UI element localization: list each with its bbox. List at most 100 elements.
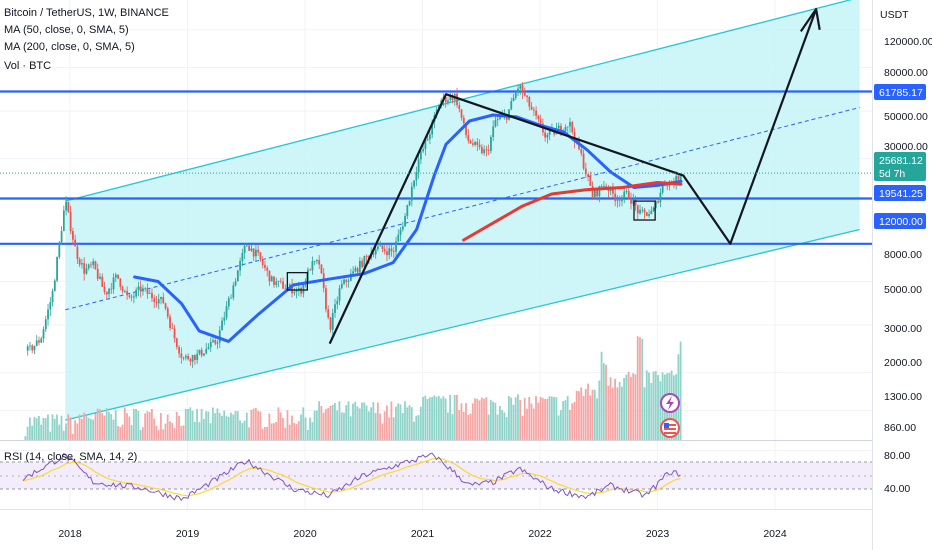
candle-body	[297, 287, 300, 291]
candle-body	[35, 340, 38, 346]
volume-bar	[273, 423, 275, 440]
ma200-legend[interactable]: MA (200, close, 0, SMA, 5)	[4, 41, 135, 53]
volume-bar	[279, 412, 282, 440]
volume-bar	[320, 405, 323, 440]
candle-body	[480, 146, 483, 154]
volume-bar	[336, 410, 339, 440]
volume-bar	[503, 412, 506, 440]
time-tick: 2020	[293, 528, 317, 540]
volume-bar	[446, 412, 449, 440]
volume-bar	[539, 396, 542, 440]
candle-body	[634, 199, 637, 206]
volume-bar	[135, 408, 137, 440]
candle-body	[112, 277, 115, 290]
candle-body	[119, 278, 122, 287]
last-price-tag: 25681.12 5d 7h	[874, 152, 926, 181]
volume-bar	[559, 410, 562, 440]
volume-bar	[632, 373, 635, 440]
candle-body	[316, 259, 318, 262]
volume-bar	[119, 427, 122, 440]
lightning-event-icon[interactable]	[660, 393, 680, 413]
volume-bar	[250, 409, 253, 440]
symbol-title[interactable]: Bitcoin / TetherUS, 1W, BINANCE	[4, 7, 169, 19]
volume-bar	[677, 354, 680, 440]
channel-lower-line[interactable]	[65, 228, 860, 421]
candle-body	[44, 319, 47, 330]
candle-body	[137, 286, 140, 290]
volume-bar	[171, 422, 174, 440]
volume-bar	[376, 402, 379, 440]
candle-body	[71, 231, 74, 240]
volume-legend[interactable]: Vol · BTC	[4, 60, 52, 72]
candle-body	[476, 141, 479, 145]
level-tag-mid: 19541.25	[874, 185, 926, 201]
volume-bar	[263, 427, 266, 440]
volume-bar	[569, 409, 571, 440]
volume-bar	[200, 408, 203, 440]
candle-body	[166, 308, 169, 317]
volume-bar	[311, 422, 314, 440]
consolidation-boxes[interactable]	[286, 200, 656, 291]
volume-bar	[657, 375, 659, 440]
candle-body	[96, 268, 99, 279]
volume-bar	[602, 363, 605, 440]
svg-text:19541.25: 19541.25	[879, 188, 923, 200]
volume-bar	[485, 397, 488, 440]
candle-body	[596, 190, 599, 197]
candle-body	[279, 280, 282, 282]
channel-mid-line[interactable]	[65, 107, 860, 311]
volume-bar	[431, 397, 433, 440]
candle-body	[338, 288, 341, 301]
candle-body	[58, 242, 61, 258]
volume-bar	[465, 403, 467, 440]
volume-bar	[636, 336, 639, 440]
volume-bar	[589, 395, 592, 440]
volume-bar	[652, 371, 655, 440]
volume-bar	[345, 405, 348, 440]
volume-bar	[487, 414, 490, 440]
candle-body	[415, 172, 418, 181]
volume-bar	[329, 405, 332, 440]
volume-bar	[390, 401, 393, 440]
candle-body	[196, 353, 199, 360]
price-tick: 30000.00	[884, 141, 928, 153]
volume-bar	[184, 408, 187, 440]
candle-body	[33, 345, 36, 351]
volume-bar	[367, 411, 370, 440]
candle-body	[625, 191, 628, 192]
volume-bar	[462, 411, 465, 440]
volume-bar	[87, 417, 90, 440]
volume-bar	[623, 378, 626, 440]
volume-bar	[422, 396, 424, 440]
volume-bar	[505, 417, 508, 440]
volume-bar	[324, 409, 327, 440]
candle-body	[408, 200, 411, 206]
volume-bar	[544, 398, 546, 440]
horizontal-levels[interactable]	[0, 90, 872, 245]
candle-body	[203, 353, 205, 356]
volume-bar	[295, 424, 298, 440]
volume-bar	[157, 430, 160, 440]
volume-bar	[31, 425, 34, 440]
candle-body	[67, 202, 70, 212]
volume-bar	[395, 406, 397, 440]
candle-body	[571, 122, 574, 133]
candle-body	[471, 143, 474, 145]
volume-bar	[248, 427, 250, 440]
rsi-legend[interactable]: RSI (14, close, SMA, 14, 2)	[4, 451, 138, 463]
flag-event-icon[interactable]	[660, 418, 680, 438]
volume-bar	[571, 403, 574, 440]
candle-body	[42, 329, 45, 339]
candle-body	[679, 176, 682, 180]
volume-bar	[236, 411, 239, 440]
volume-bar	[566, 396, 569, 440]
candle-body	[29, 345, 31, 347]
volume-bar	[40, 424, 43, 440]
volume-bar	[78, 414, 81, 440]
candle-body	[216, 342, 219, 344]
candle-body	[94, 261, 97, 269]
ma50-legend[interactable]: MA (50, close, 0, SMA, 5)	[4, 24, 129, 36]
projection-path[interactable]	[328, 8, 821, 345]
volume-bar	[74, 420, 76, 440]
